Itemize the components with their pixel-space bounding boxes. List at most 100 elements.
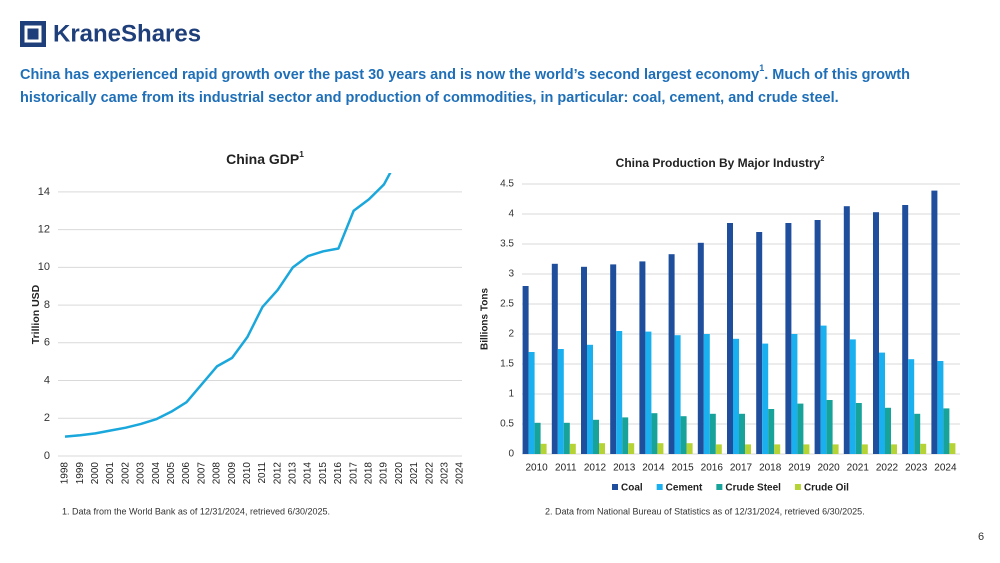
logo: KraneShares <box>20 20 201 47</box>
bar <box>843 206 850 454</box>
footnote: 1. Data from the World Bank as of 12/31/… <box>62 506 330 516</box>
bar <box>733 338 739 454</box>
bar <box>885 407 891 454</box>
x-tick-label: 2019 <box>379 462 390 485</box>
x-tick-label: 2018 <box>363 462 374 485</box>
headline-note: 1 <box>759 63 764 73</box>
x-tick-label: 2023 <box>439 462 450 485</box>
y-tick-label: 2.5 <box>500 299 514 310</box>
x-tick-label: 2002 <box>120 462 131 485</box>
x-tick-label: 2021 <box>847 463 870 474</box>
chart-title: China GDP1 <box>226 149 304 166</box>
bar <box>540 443 547 454</box>
legend-label: Crude Oil <box>804 483 849 494</box>
bar <box>610 264 617 454</box>
logo-icon-inner <box>24 25 42 43</box>
bar <box>557 349 564 454</box>
legend-swatch <box>716 484 723 490</box>
x-tick-label: 2021 <box>409 462 420 485</box>
logo-icon <box>20 21 46 47</box>
y-tick-label: 4.5 <box>500 179 514 190</box>
bar <box>534 422 541 454</box>
x-tick-label: 2017 <box>348 462 359 485</box>
x-tick-label: 2020 <box>817 463 840 474</box>
x-tick-label: 2023 <box>905 463 928 474</box>
x-tick-label: 2013 <box>288 462 299 485</box>
bar <box>528 352 535 454</box>
page-number: 6 <box>978 531 984 543</box>
bar <box>686 443 693 454</box>
bar <box>739 413 745 454</box>
y-tick-label: 1 <box>508 389 514 400</box>
x-tick-label: 2016 <box>333 462 344 485</box>
headline: historically came from its industrial se… <box>20 90 839 106</box>
x-tick-label: 2012 <box>584 463 607 474</box>
bar <box>855 403 862 454</box>
x-tick-label: 2014 <box>303 462 314 485</box>
headline-text: . Much of this growth <box>764 67 910 83</box>
x-tick-label: 2024 <box>934 463 957 474</box>
bar <box>891 444 897 454</box>
chart-title-text: China Production By Major Industry <box>616 156 821 170</box>
bar <box>785 223 792 454</box>
y-tick-label: 1.5 <box>500 359 514 370</box>
bar <box>522 286 529 454</box>
bar <box>937 361 944 454</box>
x-tick-label: 2000 <box>90 462 101 485</box>
y-tick-label: 3.5 <box>500 239 514 250</box>
bar <box>902 205 909 454</box>
bar <box>820 325 827 454</box>
y-tick-label: 2 <box>44 412 50 424</box>
bar <box>645 331 652 454</box>
x-tick-label: 2003 <box>136 462 147 485</box>
bar <box>943 408 950 454</box>
legend-label: Cement <box>666 483 703 494</box>
bar <box>680 416 687 454</box>
bar <box>551 263 558 454</box>
chart-title-text: China GDP <box>226 151 299 167</box>
bar <box>803 444 810 454</box>
bar <box>920 443 927 454</box>
gdp-chart-axes: China GDP1 Trillion USD 0 2 4 6 8 10 12 14 1998 199… <box>30 149 466 484</box>
x-tick-label: 2022 <box>424 462 435 485</box>
bar <box>756 232 763 454</box>
y-tick-label: 14 <box>38 186 50 198</box>
bar <box>639 261 646 454</box>
x-tick-label: 2009 <box>227 462 238 485</box>
bar <box>774 444 781 454</box>
x-tick-label: 2012 <box>272 462 283 485</box>
bar <box>587 344 593 454</box>
x-tick-label: 2005 <box>166 462 177 485</box>
bar <box>762 343 769 454</box>
legend-swatch <box>656 484 663 490</box>
y-tick-label: 0 <box>44 450 50 462</box>
y-tick-label: 8 <box>44 299 50 311</box>
logo-text: KraneShares <box>53 20 201 47</box>
bar <box>914 413 921 454</box>
y-tick-label: 6 <box>44 337 50 349</box>
x-tick-label: 2020 <box>394 462 405 485</box>
y-tick-label: 0.5 <box>500 419 514 430</box>
bar <box>727 223 733 454</box>
bar <box>657 443 664 454</box>
x-tick-label: 2013 <box>613 463 636 474</box>
bar <box>849 339 856 454</box>
x-tick-label: 2010 <box>242 462 253 485</box>
y-tick-label: 0 <box>508 449 514 460</box>
y-tick-label: 4 <box>44 374 50 386</box>
y-tick-label: 2 <box>508 329 514 340</box>
footnote: 2. Data from National Bureau of Statisti… <box>545 506 865 516</box>
bar <box>668 254 675 454</box>
x-tick-label: 2010 <box>525 463 548 474</box>
bar <box>715 444 722 454</box>
x-tick-label: 2015 <box>671 463 694 474</box>
x-tick-label: 2016 <box>701 463 724 474</box>
headline: China has experienced rapid growth over … <box>20 63 910 82</box>
y-axis-label: Trillion USD <box>30 284 42 344</box>
bar <box>931 190 938 454</box>
bar <box>832 444 839 454</box>
gdp-chart <box>58 173 462 457</box>
x-tick-label: 1999 <box>75 462 86 485</box>
x-tick-label: 2011 <box>555 463 577 474</box>
bar <box>563 422 570 454</box>
